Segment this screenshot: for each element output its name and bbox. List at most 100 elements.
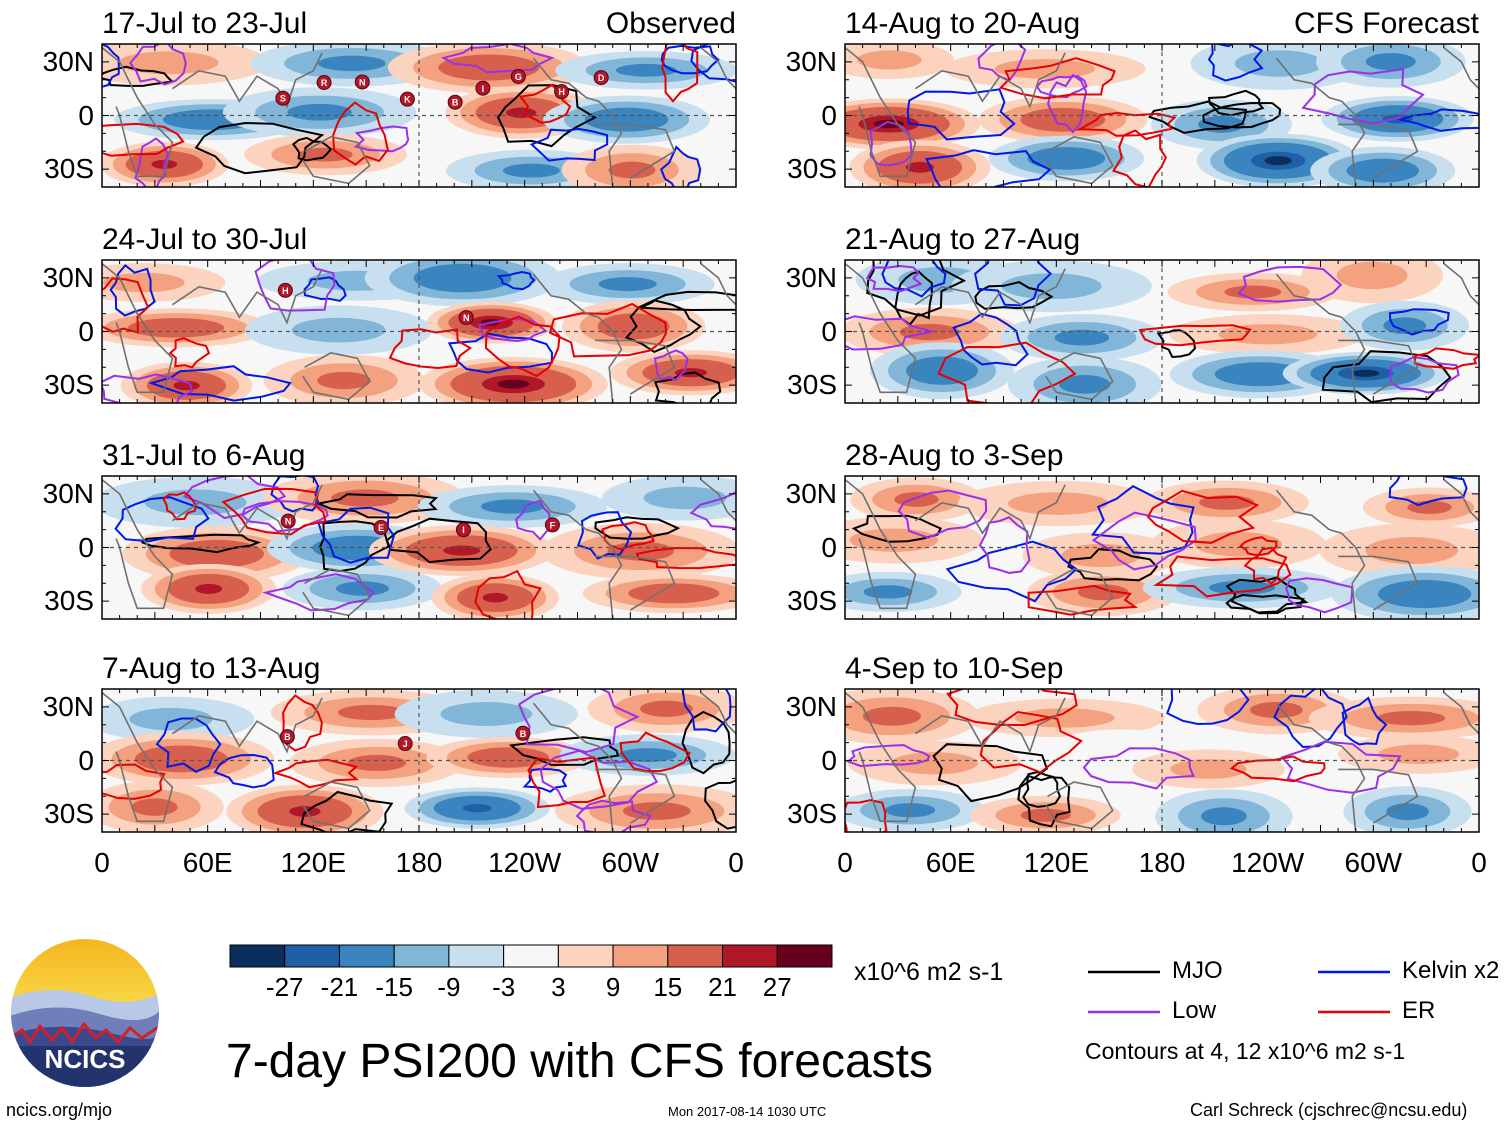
- x-tick-label: 60E: [182, 847, 233, 878]
- colorbar-label: -9: [437, 972, 461, 1002]
- field-blob: [1218, 324, 1318, 345]
- contour-kelvin-x2: [945, 540, 1079, 603]
- contour-note: Contours at 4, 12 x10^6 m2 s-1: [1085, 1038, 1406, 1064]
- contour-low: [653, 349, 689, 382]
- contour-kelvin-x2: [924, 149, 1052, 187]
- contour-kelvin-x2: [155, 717, 222, 773]
- x-tick-label: 120E: [280, 847, 347, 878]
- y-tick-label: 30S: [787, 153, 837, 185]
- contour-er: [162, 491, 198, 521]
- header-forecast: CFS Forecast: [1293, 7, 1479, 40]
- field-blob: [1401, 586, 1448, 602]
- storm-marker: G: [510, 68, 526, 84]
- website-link[interactable]: ncics.org/mjo: [6, 1100, 113, 1120]
- field-blob: [891, 752, 978, 775]
- field-blob: [337, 704, 406, 721]
- field-shading: [845, 260, 1479, 403]
- field-blob: [480, 499, 545, 514]
- colorbar-label: 15: [653, 972, 683, 1002]
- coastlines: [845, 262, 1479, 403]
- contour-kelvin-x2: [147, 365, 292, 402]
- field-blob: [598, 277, 657, 292]
- storm-label: H: [558, 87, 565, 97]
- y-tick-label: 30N: [785, 261, 837, 293]
- y-tick-label: 30S: [44, 153, 94, 185]
- contour-kelvin-x2: [109, 264, 156, 317]
- field-blob: [173, 380, 200, 391]
- y-tick-label: 30S: [787, 585, 837, 617]
- y-tick-label: 0: [821, 744, 837, 776]
- contour-er: [102, 122, 185, 157]
- field-blob: [615, 319, 652, 333]
- contour-mjo: [974, 281, 1054, 310]
- storm-marker: I: [455, 522, 471, 538]
- storm-marker: H: [277, 282, 293, 298]
- contour-mjo: [624, 299, 703, 354]
- contour-kelvin-x2: [690, 44, 736, 83]
- contour-mjo: [594, 516, 681, 540]
- contour-kelvin-x2: [1207, 44, 1264, 82]
- panel-3: NE I F: [101, 475, 737, 620]
- contour-low: [134, 137, 169, 187]
- field-blob: [1054, 329, 1110, 346]
- contour-er: [1111, 129, 1168, 187]
- colorbar-swatch: [393, 944, 450, 968]
- contour-er: [282, 694, 323, 752]
- contour-er: [1229, 755, 1326, 783]
- field-blob: [615, 63, 677, 77]
- field-blob: [608, 161, 656, 179]
- panel-title: 17-Jul to 23-Jul: [102, 7, 308, 40]
- contour-er: [1243, 546, 1288, 585]
- contour-low: [1082, 747, 1195, 790]
- contour-mjo: [1202, 101, 1282, 129]
- y-tick-label: 0: [78, 99, 94, 131]
- storm-marker: S: [275, 90, 291, 106]
- contour-er: [168, 337, 211, 369]
- contour-kelvin-x2: [1388, 308, 1450, 336]
- y-tick-label: 0: [78, 315, 94, 347]
- contour-low: [440, 44, 555, 74]
- contour-low: [183, 476, 287, 520]
- contour-kelvin-x2: [681, 689, 732, 733]
- colorbar-label: 21: [708, 972, 737, 1002]
- contour-er: [635, 546, 736, 570]
- contour-er: [998, 57, 1116, 100]
- storm-label: N: [285, 517, 292, 527]
- x-tick-label: 60W: [601, 847, 660, 878]
- panel-title: 7-Aug to 13-Aug: [102, 652, 321, 685]
- colorbar-label: 27: [762, 972, 792, 1002]
- contour-mjo: [1148, 100, 1248, 134]
- field-blob: [1059, 375, 1111, 394]
- legend-label: ER: [1402, 997, 1436, 1024]
- contour-mjo: [894, 270, 933, 326]
- storm-marker: H: [554, 84, 570, 100]
- field-blob: [1008, 492, 1109, 515]
- contour-mjo: [932, 743, 1049, 803]
- field-blob: [1046, 152, 1086, 165]
- y-tick-label: 30N: [42, 690, 94, 722]
- contour-er: [1076, 111, 1177, 137]
- contour-kelvin-x2: [881, 260, 947, 298]
- panel-2: HN: [101, 259, 737, 404]
- x-tick-label: 120W: [1231, 847, 1305, 878]
- contour-low: [262, 573, 375, 612]
- coastlines: [102, 478, 736, 619]
- y-tick-label: 30S: [44, 369, 94, 401]
- legend-label: Kelvin x2: [1402, 957, 1500, 984]
- colorbar-swatch: [338, 944, 395, 968]
- field-blob: [1224, 285, 1282, 299]
- x-tick-label: 0: [94, 847, 110, 878]
- y-tick-label: 30N: [42, 261, 94, 293]
- colorbar: [229, 944, 833, 968]
- y-tick-label: 30N: [785, 477, 837, 509]
- field-blob: [503, 163, 560, 178]
- field-blob: [482, 592, 509, 603]
- field-blob: [1383, 317, 1427, 334]
- field-blob: [187, 114, 237, 125]
- colorbar-swatch: [284, 944, 340, 968]
- coastlines: [102, 262, 736, 403]
- contour-kelvin-x2: [447, 332, 554, 374]
- storm-marker: B: [279, 729, 295, 745]
- contour-er: [484, 315, 561, 378]
- storm-marker: J: [397, 736, 413, 752]
